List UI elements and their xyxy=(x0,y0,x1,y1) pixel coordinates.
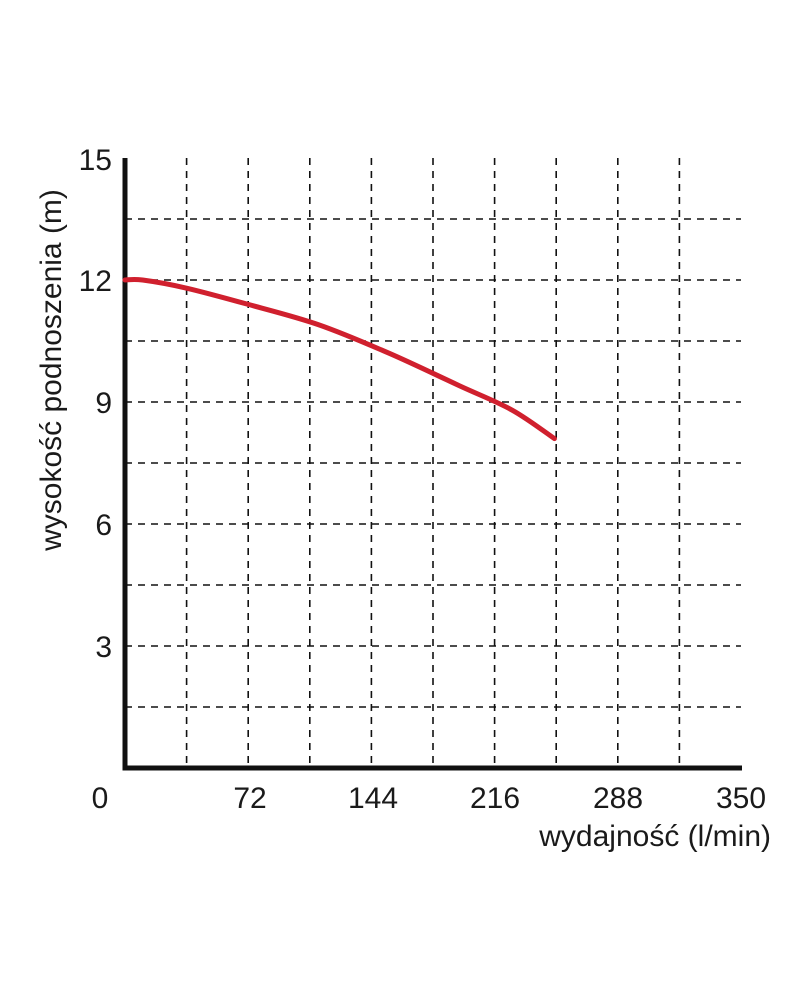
y-tick-label-12: 12 xyxy=(79,265,112,298)
series-layer xyxy=(122,276,557,442)
y-axis-title: wysokość podnoszenia (m) xyxy=(35,189,68,552)
grid-lines xyxy=(125,158,741,768)
x-tick-label-1: 72 xyxy=(233,782,266,815)
x-tick-label-2: 144 xyxy=(348,782,398,815)
x-axis-title: wydajność (l/min) xyxy=(538,820,771,853)
y-tick-label-6: 6 xyxy=(95,509,112,542)
axes xyxy=(122,158,742,771)
x-tick-label-3: 216 xyxy=(470,782,520,815)
x-tick-label-4: 288 xyxy=(593,782,643,815)
x-tick-label-5: 350 xyxy=(716,782,766,815)
x-tick-label-0: 0 xyxy=(92,782,109,815)
y-tick-label-15: 15 xyxy=(79,144,112,177)
series-line-0 xyxy=(122,276,557,442)
tick-labels: 0 72 144 216 288 350 3 6 9 12 15 xyxy=(79,144,766,815)
y-tick-label-9: 9 xyxy=(95,387,112,420)
y-tick-label-3: 3 xyxy=(95,631,112,664)
